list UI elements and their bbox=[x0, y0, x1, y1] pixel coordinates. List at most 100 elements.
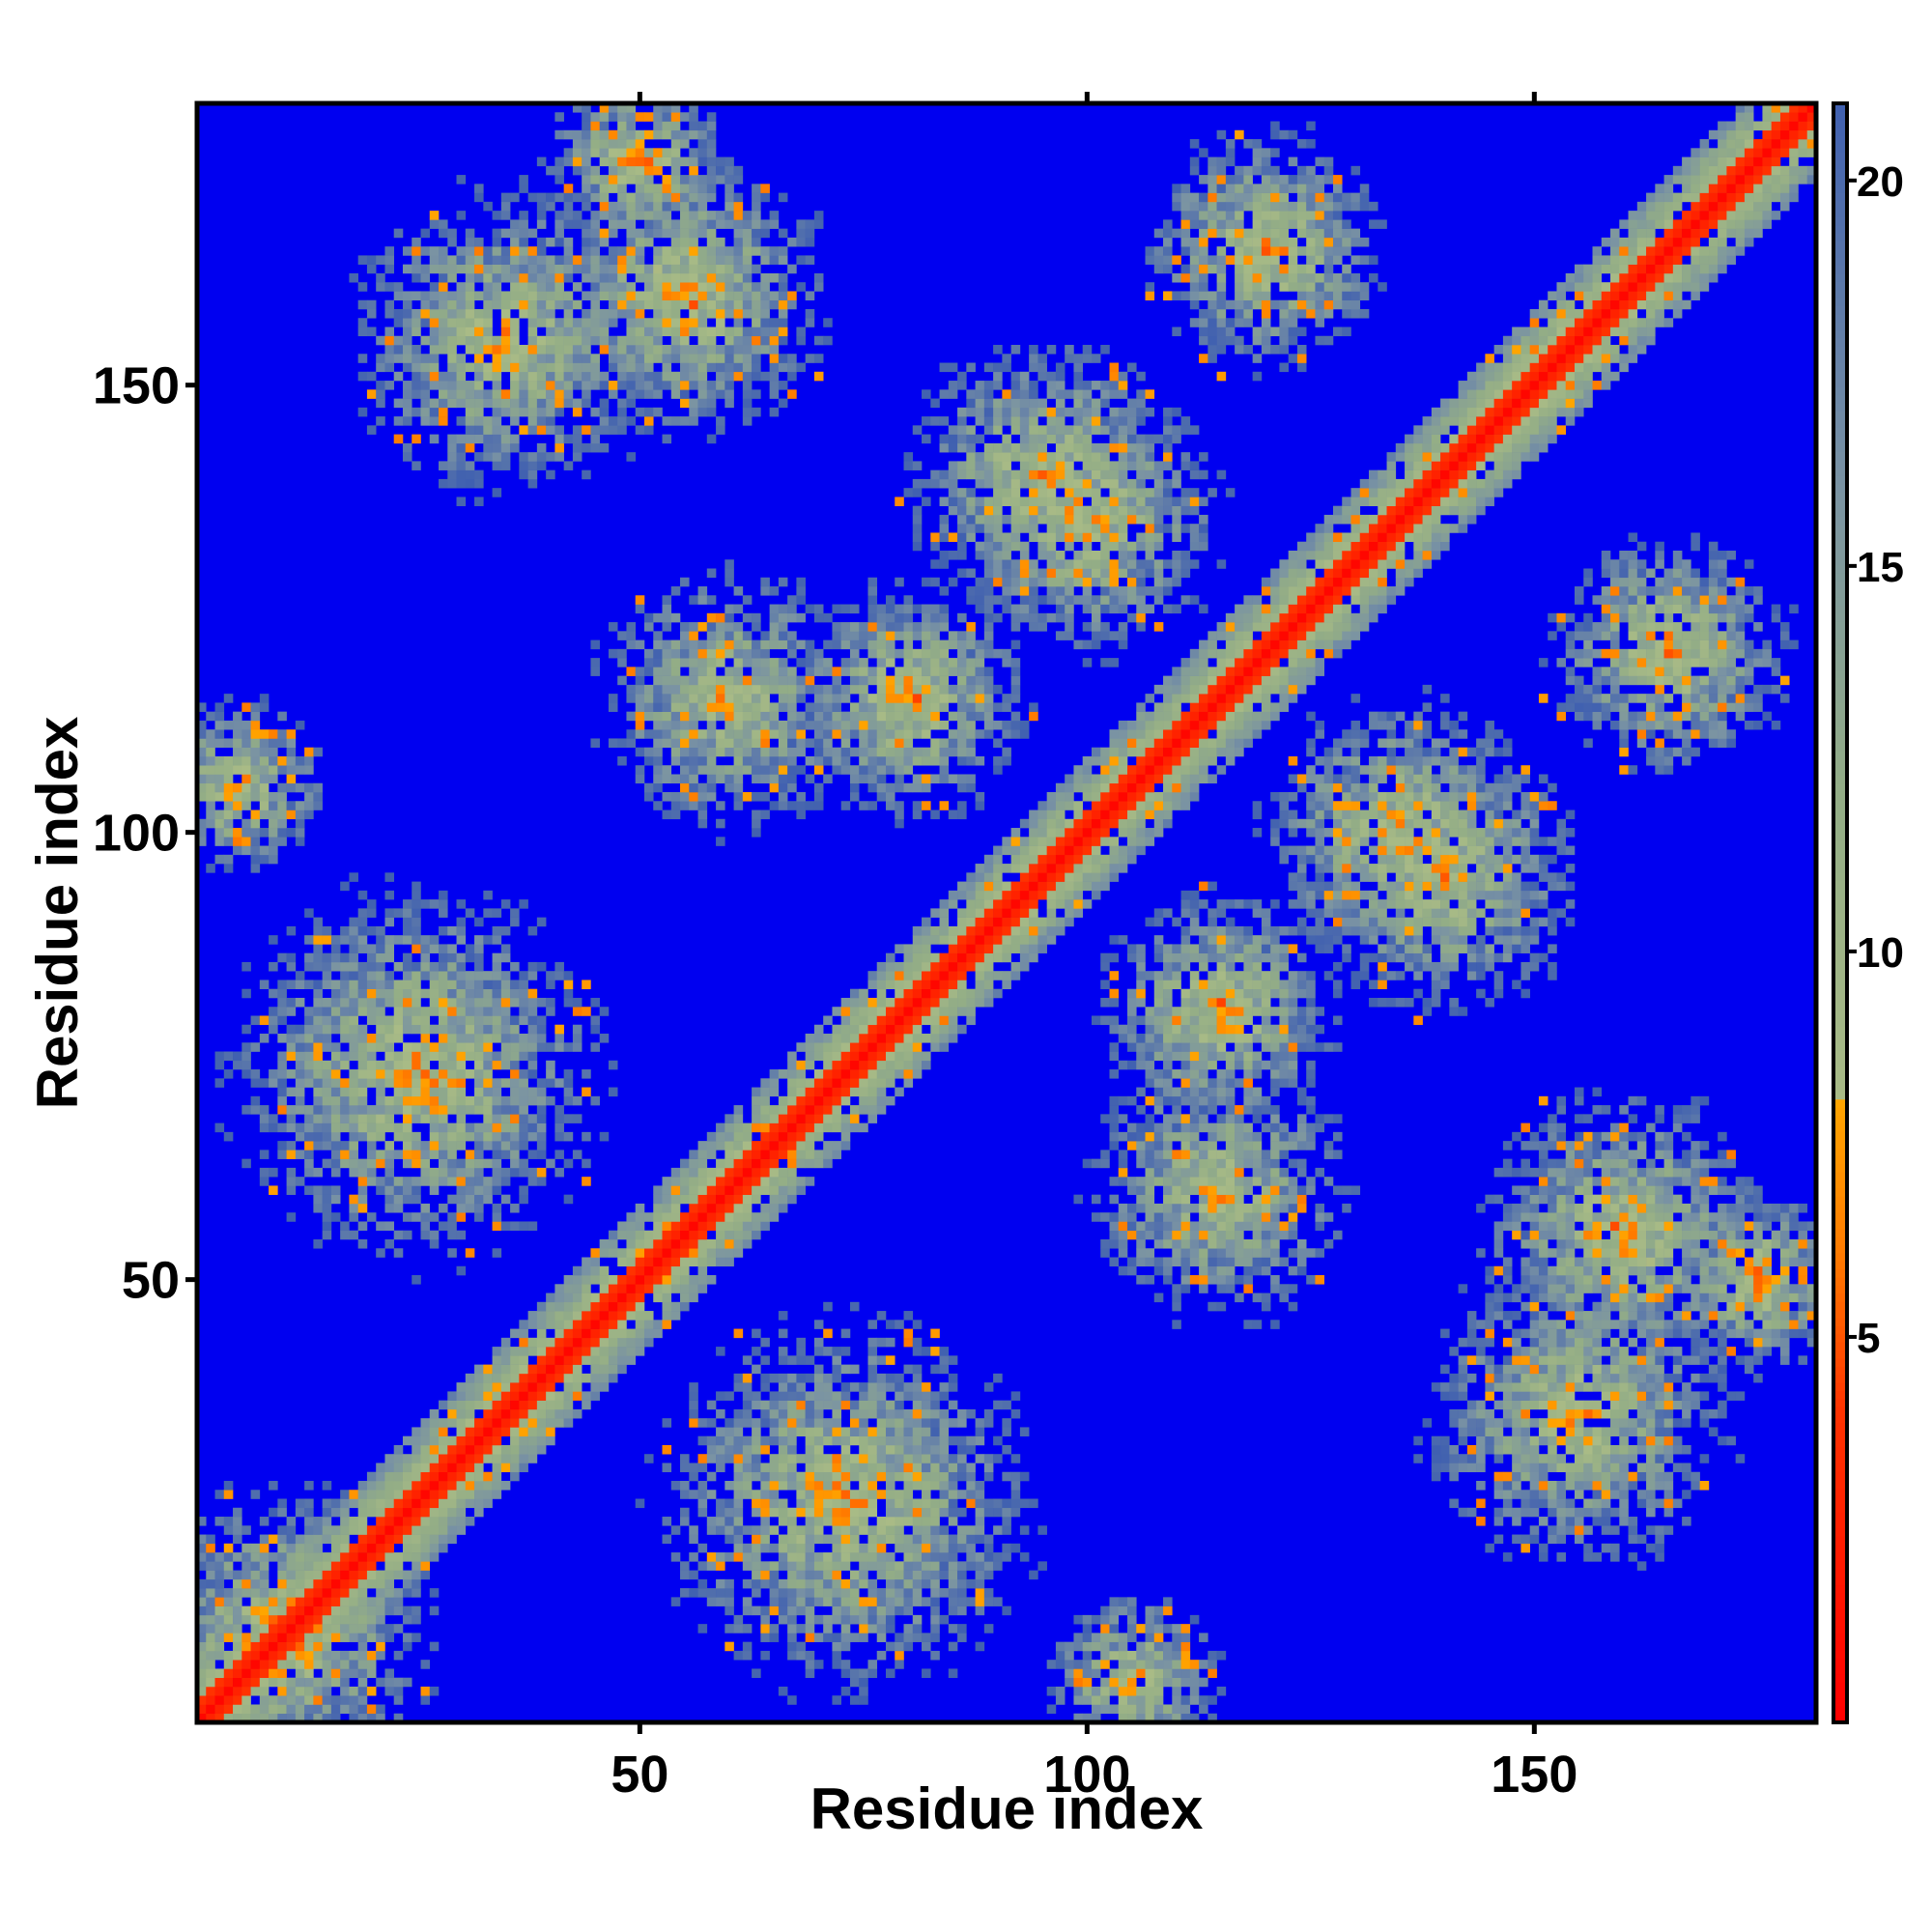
heatmap-cell bbox=[706, 282, 717, 292]
heatmap-cell bbox=[635, 201, 645, 212]
heatmap-cell bbox=[608, 318, 618, 327]
heatmap-cell bbox=[402, 1543, 412, 1553]
heatmap-cell bbox=[349, 272, 358, 283]
heatmap-cell bbox=[366, 389, 377, 399]
heatmap-cell bbox=[563, 272, 574, 283]
heatmap-cell bbox=[197, 1677, 207, 1688]
heatmap-cell bbox=[322, 1498, 332, 1509]
heatmap-cell bbox=[429, 398, 440, 409]
heatmap-cell bbox=[483, 308, 493, 319]
heatmap-cell bbox=[805, 318, 815, 327]
heatmap-cell bbox=[510, 1024, 520, 1035]
heatmap-cell bbox=[330, 1141, 341, 1151]
heatmap-cell bbox=[206, 755, 215, 766]
heatmap-cell bbox=[599, 192, 610, 203]
heatmap-cell bbox=[876, 1454, 887, 1463]
heatmap-cell bbox=[536, 1042, 547, 1052]
heatmap-cell bbox=[313, 1122, 323, 1133]
heatmap-cell bbox=[197, 1588, 207, 1598]
heatmap-cell bbox=[885, 765, 895, 775]
heatmap-cell bbox=[563, 988, 574, 999]
heatmap-cell bbox=[617, 381, 627, 390]
heatmap-cell bbox=[895, 810, 904, 820]
heatmap-cell bbox=[519, 1078, 528, 1088]
heatmap-cell bbox=[885, 612, 895, 623]
heatmap-cell bbox=[357, 1490, 368, 1499]
heatmap-cell bbox=[465, 952, 475, 963]
heatmap-cell bbox=[233, 1597, 242, 1606]
heatmap-cell bbox=[349, 1087, 358, 1097]
heatmap-cell bbox=[304, 1114, 314, 1123]
heatmap-cell bbox=[769, 1507, 780, 1518]
heatmap-cell bbox=[796, 1507, 806, 1518]
heatmap-cell bbox=[787, 1605, 797, 1616]
heatmap-cell bbox=[643, 237, 654, 247]
heatmap-cell bbox=[769, 1605, 780, 1616]
heatmap-cell bbox=[813, 1320, 824, 1329]
heatmap-cell bbox=[778, 1552, 788, 1562]
heatmap-cell bbox=[733, 1158, 744, 1169]
heatmap-cell bbox=[733, 1435, 744, 1446]
heatmap-cell bbox=[608, 246, 618, 256]
heatmap-cell bbox=[689, 1212, 698, 1222]
heatmap-cell bbox=[653, 801, 663, 810]
heatmap-cell bbox=[608, 1373, 618, 1383]
heatmap-cell bbox=[233, 720, 242, 730]
heatmap-cell bbox=[242, 765, 251, 775]
heatmap-cell bbox=[599, 255, 610, 265]
heatmap-cell bbox=[697, 184, 708, 193]
heatmap-cell bbox=[778, 1534, 788, 1545]
heatmap-cell bbox=[635, 765, 645, 775]
heatmap-cell bbox=[527, 1427, 538, 1436]
heatmap-cell bbox=[447, 952, 457, 963]
heatmap-cell bbox=[429, 1418, 440, 1428]
heatmap-cell bbox=[402, 1605, 412, 1616]
heatmap-cell bbox=[412, 1024, 421, 1035]
heatmap-cell bbox=[393, 1131, 404, 1142]
heatmap-cell bbox=[366, 980, 377, 990]
heatmap-cell bbox=[340, 1650, 350, 1661]
heatmap-cell bbox=[670, 272, 681, 283]
heatmap-cell bbox=[465, 362, 475, 373]
heatmap-cell bbox=[670, 327, 681, 337]
heatmap-cell bbox=[295, 1624, 305, 1634]
heatmap-cell bbox=[716, 362, 725, 373]
heatmap-cell bbox=[214, 729, 225, 739]
heatmap-cell bbox=[393, 1605, 404, 1616]
heatmap-cell bbox=[197, 1561, 207, 1571]
heatmap-cell bbox=[706, 407, 717, 417]
heatmap-cell bbox=[402, 961, 412, 972]
heatmap-cell bbox=[582, 1311, 591, 1321]
heatmap-cell bbox=[796, 1337, 806, 1348]
heatmap-cell bbox=[760, 738, 770, 748]
heatmap-cell bbox=[357, 1078, 368, 1088]
heatmap-cell bbox=[447, 228, 457, 239]
heatmap-cell bbox=[376, 1704, 385, 1715]
heatmap-cell bbox=[420, 961, 431, 972]
heatmap-cell bbox=[366, 425, 377, 435]
heatmap-cell bbox=[412, 1087, 421, 1097]
heatmap-cell bbox=[778, 246, 788, 256]
heatmap-cell bbox=[330, 1605, 341, 1616]
heatmap-cell bbox=[519, 291, 528, 301]
heatmap-cell bbox=[572, 192, 582, 203]
heatmap-cell bbox=[330, 1185, 341, 1195]
heatmap-cell bbox=[250, 1095, 261, 1106]
heatmap-cell bbox=[608, 228, 618, 239]
heatmap-cell bbox=[313, 1024, 323, 1035]
heatmap-cell bbox=[277, 711, 287, 722]
heatmap-cell bbox=[689, 1588, 698, 1598]
heatmap-cell bbox=[724, 1185, 734, 1195]
heatmap-cell bbox=[582, 308, 591, 319]
heatmap-cell bbox=[519, 1158, 528, 1169]
heatmap-cell bbox=[635, 407, 645, 417]
heatmap-cell bbox=[733, 228, 744, 239]
heatmap-cell bbox=[546, 291, 555, 301]
heatmap-cell bbox=[733, 791, 744, 802]
heatmap-cell bbox=[716, 765, 725, 775]
heatmap-cell bbox=[313, 925, 323, 936]
heatmap-cell bbox=[376, 1525, 385, 1535]
heatmap-cell bbox=[867, 1614, 878, 1625]
heatmap-cell bbox=[778, 1578, 788, 1589]
heatmap-cell bbox=[483, 1480, 493, 1491]
